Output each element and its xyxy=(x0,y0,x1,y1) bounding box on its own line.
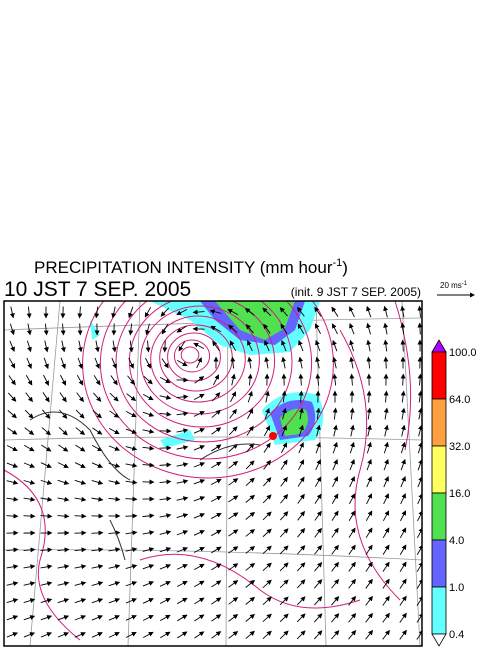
title: PRECIPITATION INTENSITY (mm hour-1) xyxy=(34,257,348,277)
colorbar-label: 4.0 xyxy=(449,535,464,547)
wind-scale-text: 20 ms xyxy=(440,281,462,290)
colorbar: 100.0 64.0 32.0 16.0 4.0 1.0 0.4 xyxy=(432,340,477,646)
colorbar-segment xyxy=(432,446,446,493)
map xyxy=(4,250,423,646)
init-time: (init. 9 JST 7 SEP. 2005) xyxy=(291,285,421,299)
colorbar-bottom xyxy=(432,634,446,646)
colorbar-label: 64.0 xyxy=(449,394,470,406)
colorbar-label: 0.4 xyxy=(449,629,464,641)
wind-scale-label: 20 ms-1 xyxy=(440,281,468,290)
title-close: ) xyxy=(342,258,348,277)
wind-vector xyxy=(7,516,18,517)
wind-vector xyxy=(403,375,404,386)
location-marker xyxy=(269,432,277,440)
colorbar-label: 16.0 xyxy=(449,488,470,500)
wind-scale-exponent: -1 xyxy=(462,281,468,287)
colorbar-label: 100.0 xyxy=(449,347,477,359)
colorbar-top xyxy=(432,340,446,352)
title-text: PRECIPITATION INTENSITY (mm hour xyxy=(34,258,333,277)
colorbar-segment xyxy=(432,493,446,540)
colorbar-segment xyxy=(432,587,446,634)
title-exponent: -1 xyxy=(332,257,342,269)
wind-vector xyxy=(165,341,166,352)
wind-scale: 20 ms-1 xyxy=(437,281,474,295)
colorbar-label: 32.0 xyxy=(449,441,470,453)
colorbar-segment xyxy=(432,540,446,587)
colorbar-segment xyxy=(432,352,446,399)
colorbar-segment xyxy=(432,399,446,446)
valid-time: 10 JST 7 SEP. 2005 xyxy=(4,278,191,301)
wind-vector xyxy=(126,516,137,517)
colorbar-label: 1.0 xyxy=(449,582,464,594)
